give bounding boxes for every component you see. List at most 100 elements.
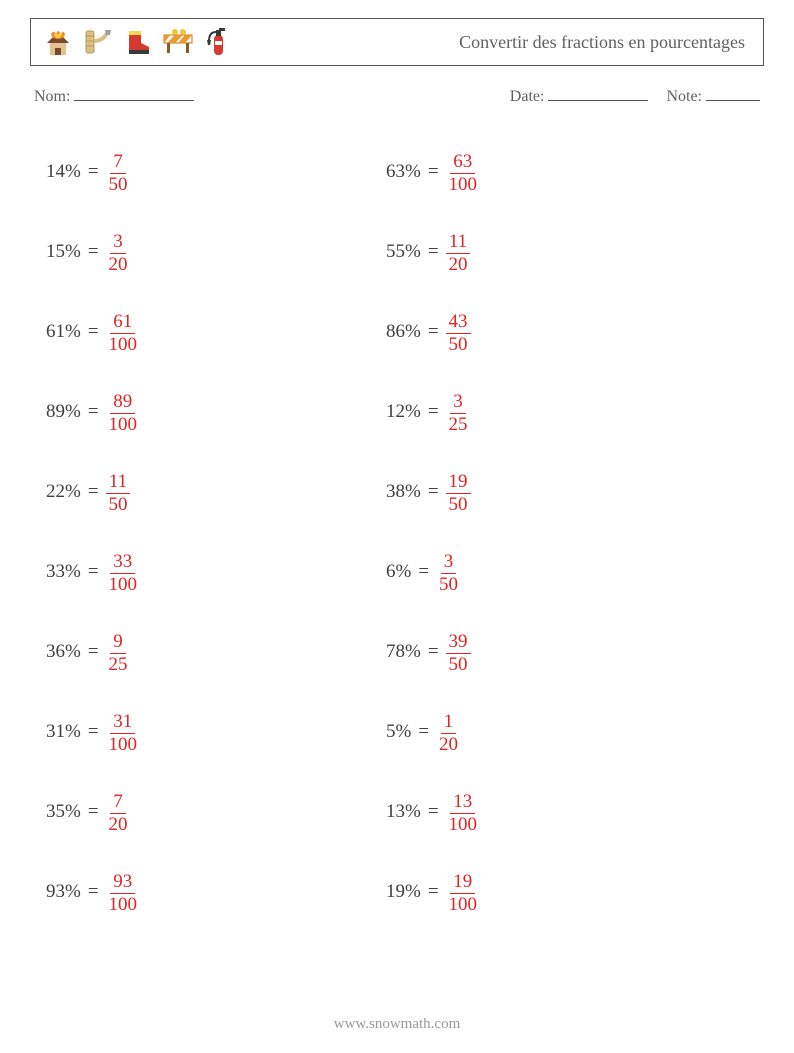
percent-value: 33% — [46, 561, 81, 583]
fraction-numerator: 93 — [110, 872, 135, 894]
equals-sign: = — [418, 721, 429, 743]
fire-extinguisher-icon — [201, 25, 235, 59]
equals-sign: = — [88, 241, 99, 263]
date-label: Date: — [510, 88, 545, 105]
problems-grid: 14%=75015%=32061%=6110089%=8910022%=1150… — [46, 132, 764, 932]
fraction-numerator: 1 — [441, 712, 457, 734]
fraction-denominator: 100 — [106, 334, 141, 355]
name-blank[interactable] — [74, 86, 194, 101]
problem-row: 31% = 31100 — [46, 692, 386, 772]
date-blank[interactable] — [548, 86, 648, 101]
fraction-answer: 4350 — [446, 312, 471, 355]
percent-value: 63% — [386, 161, 421, 183]
fraction-numerator: 19 — [446, 472, 471, 494]
fraction-denominator: 100 — [446, 814, 481, 835]
problem-row: 5%=120 — [386, 692, 726, 772]
fraction-numerator: 13 — [450, 792, 475, 814]
percent-value: 78% — [386, 641, 421, 663]
name-field: Nom: — [34, 86, 194, 106]
equals-sign: = — [88, 481, 99, 503]
equals-sign: = — [88, 401, 99, 423]
fraction-numerator: 19 — [450, 872, 475, 894]
fraction-answer: 19100 — [446, 872, 481, 915]
problem-row: 19%=19100 — [386, 852, 726, 932]
percent-value: 61% — [46, 321, 81, 343]
equals-sign: = — [428, 241, 439, 263]
name-label: Nom: — [34, 88, 70, 105]
fraction-numerator: 7 — [110, 792, 126, 814]
problem-row: 61%=61100 — [46, 292, 386, 372]
percent-value: 22% — [46, 481, 81, 503]
date-field: Date: — [510, 86, 649, 106]
fraction-answer: 1120 — [446, 232, 471, 275]
fraction-answer: 750 — [106, 152, 131, 195]
equals-sign: = — [428, 161, 439, 183]
fraction-denominator: 50 — [436, 574, 461, 595]
fraction-answer: 63100 — [446, 152, 481, 195]
equals-sign: = — [418, 561, 429, 583]
equals-sign: = — [88, 881, 99, 903]
fraction-numerator: 89 — [110, 392, 135, 414]
problem-row: 36%=925 — [46, 612, 386, 692]
percent-value: 55% — [386, 241, 421, 263]
fraction-answer: 325 — [446, 392, 471, 435]
problem-row: 38%=1950 — [386, 452, 726, 532]
column-1: 14%=75015%=32061%=6110089%=8910022%=1150… — [46, 132, 386, 932]
fraction-denominator: 20 — [106, 814, 131, 835]
fire-boot-icon — [121, 25, 155, 59]
percent-value: 19% — [386, 881, 421, 903]
percent-value: 38% — [386, 481, 421, 503]
fraction-answer: 1150 — [106, 472, 131, 515]
fraction-denominator: 100 — [106, 894, 141, 915]
fraction-denominator: 25 — [446, 414, 471, 435]
footer-link: www.snowmath.com — [0, 1016, 794, 1033]
worksheet-page: Convertir des fractions en pourcentages … — [0, 0, 794, 1053]
equals-sign: = — [428, 801, 439, 823]
equals-sign: = — [428, 321, 439, 343]
fraction-numerator: 7 — [110, 152, 126, 174]
fraction-denominator: 25 — [106, 654, 131, 675]
fraction-denominator: 100 — [106, 574, 141, 595]
fraction-answer: 89100 — [106, 392, 141, 435]
percent-value: 93% — [46, 881, 81, 903]
fraction-numerator: 39 — [446, 632, 471, 654]
fraction-answer: 61100 — [106, 312, 141, 355]
equals-sign: = — [88, 721, 99, 743]
problem-row: 35%=720 — [46, 772, 386, 852]
equals-sign: = — [88, 801, 99, 823]
note-field: Note: — [666, 86, 760, 106]
column-2: 63%=6310055%=112086%=435012%=32538%=1950… — [386, 132, 726, 932]
fraction-denominator: 50 — [446, 334, 471, 355]
fraction-denominator: 100 — [446, 174, 481, 195]
problem-row: 12%=325 — [386, 372, 726, 452]
fraction-answer: 925 — [106, 632, 131, 675]
equals-sign: = — [428, 641, 439, 663]
fraction-numerator: 31 — [110, 712, 135, 734]
fraction-denominator: 20 — [446, 254, 471, 275]
equals-sign: = — [88, 641, 99, 663]
problem-row: 13% = 13100 — [386, 772, 726, 852]
problem-row: 6%=350 — [386, 532, 726, 612]
fraction-numerator: 11 — [106, 472, 130, 494]
fraction-answer: 120 — [436, 712, 461, 755]
percent-value: 15% — [46, 241, 81, 263]
fraction-denominator: 100 — [446, 894, 481, 915]
percent-value: 31% — [46, 721, 81, 743]
fraction-answer: 1950 — [446, 472, 471, 515]
percent-value: 13% — [386, 801, 421, 823]
header-box: Convertir des fractions en pourcentages — [30, 18, 764, 66]
note-blank[interactable] — [706, 86, 760, 101]
house-fire-icon — [41, 25, 75, 59]
problem-row: 93% = 93100 — [46, 852, 386, 932]
percent-value: 12% — [386, 401, 421, 423]
fraction-answer: 720 — [106, 792, 131, 835]
problem-row: 63% = 63100 — [386, 132, 726, 212]
fraction-answer: 13100 — [446, 792, 481, 835]
problem-row: 86%=4350 — [386, 292, 726, 372]
fraction-answer: 350 — [436, 552, 461, 595]
fraction-denominator: 50 — [446, 654, 471, 675]
equals-sign: = — [88, 561, 99, 583]
problem-row: 78% = 3950 — [386, 612, 726, 692]
fraction-denominator: 100 — [106, 734, 141, 755]
percent-value: 14% — [46, 161, 81, 183]
